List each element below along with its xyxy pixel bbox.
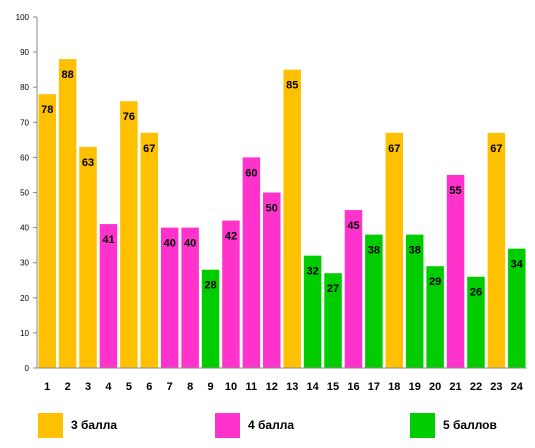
x-tick-label: 10 (225, 381, 237, 393)
x-tick-label: 21 (449, 381, 461, 393)
bars: 78 88 63 41 76 67 40 40 28 42 60 50 85 32 27 45 38 67 38 29… (38, 59, 526, 369)
data-label: 40 (184, 238, 196, 250)
data-label: 38 (409, 245, 421, 257)
x-tick-label: 6 (146, 381, 152, 393)
bar (38, 94, 56, 368)
data-label: 29 (429, 276, 441, 288)
x-tick-label: 1 (44, 381, 50, 393)
data-label: 45 (347, 220, 359, 232)
x-tick-label: 24 (511, 381, 524, 393)
data-label: 41 (102, 234, 114, 246)
bar (508, 248, 526, 368)
bar (405, 234, 424, 368)
data-label: 67 (143, 143, 155, 155)
bar (344, 210, 363, 368)
data-label: 26 (470, 287, 482, 299)
data-label: 67 (388, 143, 400, 155)
legend-swatch-4 (215, 412, 240, 438)
bar (283, 69, 301, 369)
x-tick-label: 16 (347, 381, 359, 393)
y-tick-label: 50 (20, 189, 29, 198)
bar (120, 101, 138, 369)
legend-label-5: 5 баллов (443, 418, 497, 432)
x-tick-label: 4 (105, 381, 112, 393)
bar (79, 146, 97, 368)
data-label: 27 (327, 283, 339, 295)
data-label: 85 (286, 80, 298, 92)
y-tick-label: 60 (20, 153, 29, 162)
data-label: 76 (123, 111, 135, 123)
legend-item-5: 5 баллов (410, 412, 497, 438)
bar (385, 132, 404, 368)
data-label: 55 (449, 185, 461, 197)
bar (201, 269, 220, 368)
x-tick-label: 18 (388, 381, 400, 393)
x-tick-label: 22 (470, 381, 482, 393)
bar (446, 174, 465, 368)
x-tick-label: 7 (167, 381, 173, 393)
data-label: 88 (62, 69, 74, 81)
bar (426, 266, 444, 368)
y-tick-label: 20 (20, 294, 29, 303)
x-tick-label: 11 (246, 381, 258, 393)
legend-label-3: 3 балла (71, 418, 118, 432)
data-label: 67 (490, 143, 502, 155)
data-label: 34 (511, 259, 524, 271)
x-tick-label: 13 (286, 381, 298, 393)
x-tick-label: 23 (490, 381, 502, 393)
data-label: 50 (266, 203, 278, 215)
bar (303, 255, 322, 368)
x-tick-label: 17 (368, 381, 380, 393)
data-label: 78 (41, 104, 53, 116)
legend-swatch-3 (38, 412, 63, 438)
bar (160, 227, 179, 368)
y-tick-label: 90 (20, 48, 29, 57)
data-label: 40 (164, 238, 176, 250)
bar (365, 234, 383, 368)
x-tick-label: 2 (65, 381, 71, 393)
bar (242, 157, 261, 368)
x-tick-label: 9 (207, 381, 213, 393)
x-tick-label: 15 (327, 381, 339, 393)
y-tick-label: 70 (20, 118, 29, 127)
bar (487, 132, 506, 368)
x-tick-label: 5 (126, 381, 132, 393)
legend-item-3: 3 балла (38, 412, 117, 438)
data-label: 28 (204, 280, 216, 292)
bar (99, 224, 118, 368)
x-tick-label: 3 (85, 381, 91, 393)
bar (222, 220, 240, 368)
bar (58, 59, 77, 369)
bar (263, 192, 281, 368)
x-tick-label: 12 (266, 381, 278, 393)
x-tick-label: 14 (307, 381, 320, 393)
x-tick-label: 20 (429, 381, 441, 393)
bar (140, 132, 159, 368)
legend-item-4: 4 балла (215, 412, 294, 438)
y-tick-label: 80 (20, 83, 29, 92)
x-tick-label: 19 (409, 381, 421, 393)
y-tick-label: 30 (20, 259, 29, 268)
y-tick-label: 100 (16, 13, 30, 22)
data-label: 38 (368, 245, 380, 257)
y-tick-label: 40 (20, 224, 29, 233)
x-tick-label: 8 (187, 381, 193, 393)
y-tick-label: 10 (20, 329, 29, 338)
data-label: 32 (307, 266, 319, 278)
data-label: 63 (82, 157, 94, 169)
data-label: 60 (245, 167, 257, 179)
data-label: 42 (225, 231, 237, 243)
bar (324, 273, 342, 368)
bar (467, 276, 485, 368)
legend-label-4: 4 балла (248, 418, 295, 432)
x-axis: 1 2 3 4 5 6 7 8 9 10 11 12 13 14 15 16 17 18 19 20 21 22 23 24 (37, 367, 527, 393)
legend-swatch-5 (410, 412, 435, 438)
y-axis: 0 10 20 30 40 50 60 70 80 90 100 (16, 13, 38, 373)
y-tick-label: 0 (25, 364, 30, 373)
bar (181, 227, 199, 368)
